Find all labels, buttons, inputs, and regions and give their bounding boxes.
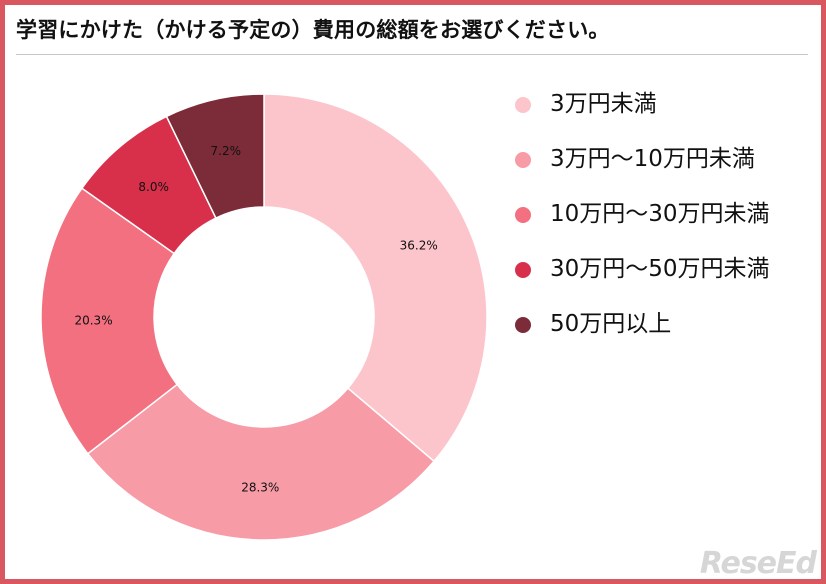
legend-item: 30万円～50万円未満 bbox=[512, 253, 792, 286]
donut-slice bbox=[263, 93, 488, 463]
legend-swatch bbox=[515, 152, 531, 168]
legend-item: 10万円～30万円未満 bbox=[512, 198, 792, 231]
chart-title: 学習にかけた（かける予定の）費用の総額をお選びください。 bbox=[16, 18, 610, 42]
legend-label: 10万円～30万円未満 bbox=[550, 201, 770, 227]
donut-slice bbox=[86, 383, 436, 541]
donut-slice bbox=[165, 93, 265, 220]
legend-swatch bbox=[515, 262, 531, 278]
legend-item: 50万円以上 bbox=[512, 308, 792, 341]
legend-item: 3万円～10万円未満 bbox=[512, 143, 792, 176]
legend-swatch bbox=[515, 97, 531, 113]
legend-swatch bbox=[515, 317, 531, 333]
legend-label: 3万円～10万円未満 bbox=[550, 146, 755, 172]
legend: 3万円未満 3万円～10万円未満 10万円～30万円未満 30万円～50万円未満 50万… bbox=[512, 88, 792, 363]
legend-item: 3万円未満 bbox=[512, 88, 792, 121]
slice-value-label: 28.3% bbox=[241, 480, 279, 494]
donut-slice bbox=[40, 187, 179, 455]
legend-label: 30万円～50万円未満 bbox=[550, 256, 770, 282]
legend-label: 50万円以上 bbox=[550, 311, 672, 337]
legend-swatch bbox=[515, 207, 531, 223]
slice-value-label: 36.2% bbox=[400, 238, 438, 252]
resed-logo-watermark: ReseEd bbox=[699, 546, 817, 581]
slice-value-label: 8.0% bbox=[138, 180, 169, 194]
slice-value-label: 7.2% bbox=[211, 144, 242, 158]
title-divider bbox=[16, 54, 808, 55]
slice-value-label: 20.3% bbox=[74, 314, 112, 328]
legend-label: 3万円未満 bbox=[550, 91, 657, 117]
